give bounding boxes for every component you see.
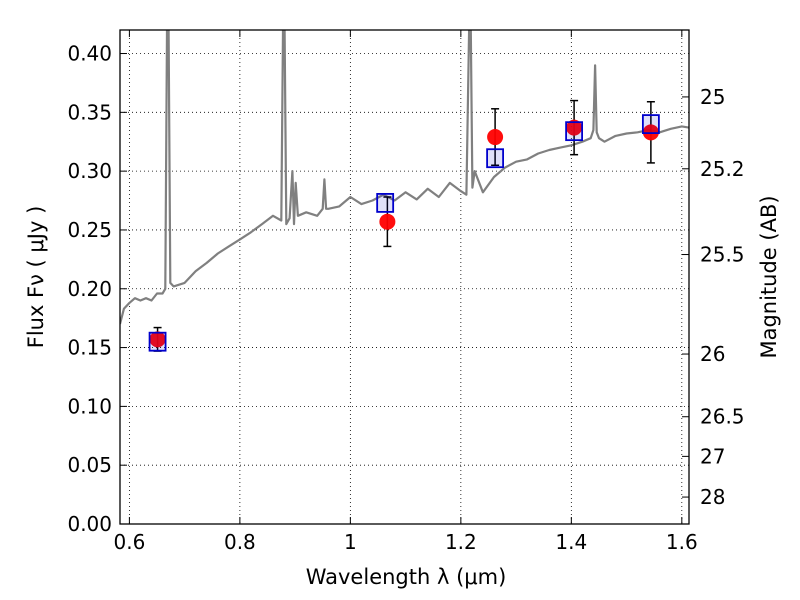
- observed-point: [487, 129, 504, 146]
- ticks: 0.6 0.8 1 1.2 1.4 1.6 0.00 0.05 0.10 0.15 0.20 0.25…: [67, 30, 745, 554]
- y2-tick-label: 26: [700, 342, 725, 366]
- series-group: [120, 30, 689, 352]
- model-bandflux-square: [148, 331, 167, 352]
- y-tick-label: 0.25: [67, 218, 112, 242]
- axes-frame: [119, 29, 690, 525]
- y2-tick-label: 27: [700, 444, 725, 468]
- y-tick-label: 0.15: [67, 336, 112, 360]
- model-spectrum-line: [120, 30, 689, 325]
- y-tick-label: 0.20: [67, 277, 112, 301]
- y2-tick-label: 25: [700, 85, 725, 109]
- y-tick-label: 0.35: [67, 100, 112, 124]
- x-tick-label: 1.6: [666, 530, 698, 554]
- y2-axis-label: Magnitude (AB): [757, 195, 781, 358]
- y-axis-label: Flux Fν ( μJy ): [24, 206, 48, 349]
- x-axis-label: Wavelength λ (μm): [306, 565, 507, 589]
- x-tick-label: 1.4: [555, 530, 587, 554]
- x-tick-label: 0.6: [113, 530, 145, 554]
- y-tick-label: 0.00: [67, 512, 112, 536]
- y-tick-label: 0.30: [67, 159, 112, 183]
- y-tick-label: 0.40: [67, 42, 112, 66]
- y2-tick-label: 25.5: [700, 243, 745, 267]
- y2-tick-label: 25.2: [700, 157, 745, 181]
- model-bandflux-square: [565, 121, 583, 142]
- observed-point: [149, 331, 166, 348]
- y-tick-label: 0.10: [67, 394, 112, 418]
- y-tick-label: 0.05: [67, 453, 112, 477]
- model-bandflux-square: [486, 148, 504, 169]
- x-tick-label: 1: [344, 530, 357, 554]
- observed-point: [379, 213, 396, 230]
- x-tick-label: 0.8: [224, 530, 256, 554]
- model-bandflux-square: [376, 192, 395, 213]
- observed-point: [566, 119, 583, 136]
- y2-tick-label: 28: [700, 485, 725, 509]
- x-tick-label: 1.2: [445, 530, 477, 554]
- y2-tick-label: 26.5: [700, 405, 745, 429]
- plot-area: [120, 30, 689, 352]
- model-bandflux-square: [641, 114, 660, 134]
